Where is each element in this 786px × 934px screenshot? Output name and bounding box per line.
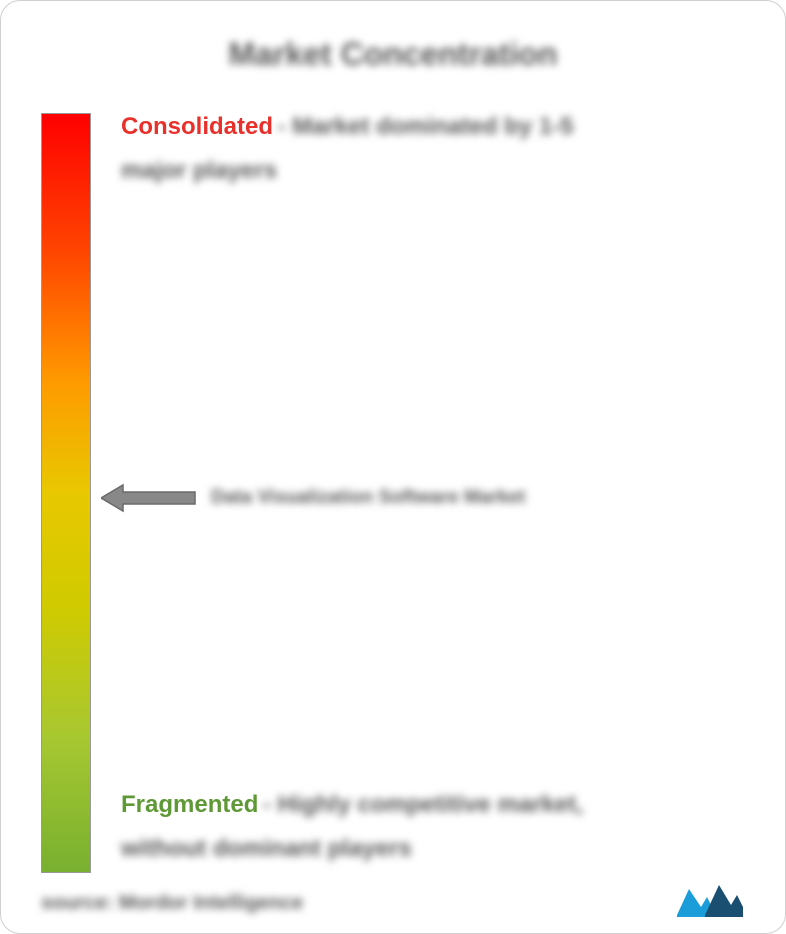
text-area: Consolidated - Market dominated by 1-5 m…: [121, 113, 745, 873]
arrow-left-icon: [101, 483, 196, 513]
fragmented-label: Fragmented: [121, 791, 258, 818]
fragmented-block: Fragmented - Highly competitive market, …: [121, 791, 735, 863]
brand-logo-icon: [675, 879, 745, 921]
marker-row: Data Visualization Software Market: [101, 483, 525, 513]
consolidated-block: Consolidated - Market dominated by 1-5 m…: [121, 113, 735, 185]
page-title: Market Concentration: [41, 36, 745, 73]
fragmented-desc: - Highly competitive market,: [263, 791, 583, 818]
infographic-container: Market Concentration Consolidated - Mark…: [0, 0, 786, 934]
concentration-gradient-bar: [41, 113, 91, 873]
market-label: Data Visualization Software Market: [211, 487, 525, 509]
content-area: Consolidated - Market dominated by 1-5 m…: [41, 113, 745, 873]
consolidated-label: Consolidated: [121, 113, 273, 140]
consolidated-desc: - Market dominated by 1-5: [277, 113, 573, 140]
consolidated-desc-line2: major players: [121, 157, 735, 185]
fragmented-desc-line2: without dominant players: [121, 835, 735, 863]
source-text: source: Mordor Intelligence: [41, 892, 303, 915]
